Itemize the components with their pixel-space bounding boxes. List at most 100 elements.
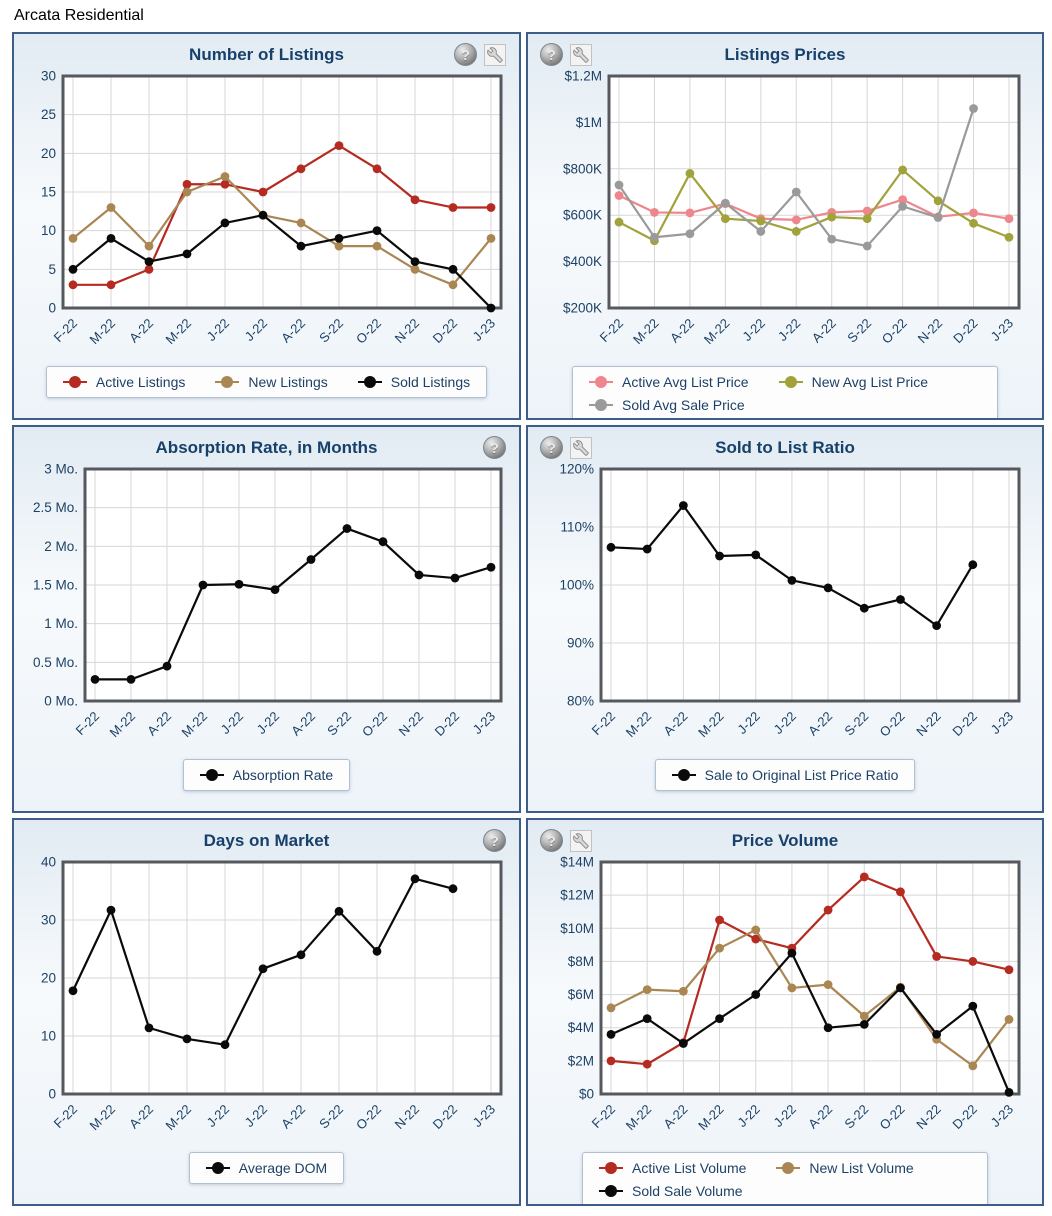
chart-legend: Average DOM [20, 1152, 513, 1184]
x-tick-label: F-22 [50, 316, 80, 346]
x-tick-label: M-22 [630, 316, 662, 348]
x-tick-label: N-22 [391, 1102, 422, 1133]
x-tick-label: N-22 [913, 709, 944, 740]
legend-marker-icon [589, 399, 613, 411]
y-tick-label: $4M [568, 1020, 594, 1035]
x-tick-label: M-22 [86, 316, 118, 348]
help-icon[interactable]: ? [483, 829, 506, 852]
legend-item: New List Volume [776, 1160, 914, 1176]
legend-item: Sale to Original List Price Ratio [671, 767, 898, 783]
x-tick-label: M-22 [695, 1102, 727, 1134]
line-chart: $200K $400K $600K $800K $1M $1.2M F-22 M-22 A-22… [534, 68, 1036, 370]
chart-legend: Active List Volume New List Volume Sold Sa… [534, 1152, 1036, 1204]
legend-marker-icon [671, 769, 696, 781]
chart-legend: Active Avg List Price New Avg List Price S… [534, 366, 1036, 418]
help-icon[interactable]: ? [540, 43, 563, 66]
settings-icon[interactable] [570, 43, 592, 66]
x-tick-label: F-22 [589, 1102, 619, 1132]
x-tick-label: D-22 [429, 1102, 460, 1133]
x-tick-label: S-22 [316, 1102, 346, 1132]
chart-title: Sold to List Ratio [715, 438, 855, 457]
y-tick-label: $12M [560, 888, 594, 903]
y-tick-label: 0.5 Mo. [32, 655, 77, 670]
x-tick-label: J-23 [988, 1102, 1016, 1130]
help-icon[interactable]: ? [540, 829, 563, 852]
x-tick-label: A-22 [805, 709, 835, 739]
x-tick-label: D-22 [950, 316, 981, 347]
panel-toolbar: ? [540, 43, 592, 66]
legend-box: Active Listings New Listings Sold Listings [45, 366, 488, 398]
page-header: Arcata Residential [0, 0, 1052, 30]
legend-marker-icon [599, 1185, 623, 1197]
x-tick-label: O-22 [877, 1102, 908, 1133]
x-tick-label: A-22 [660, 709, 690, 739]
x-tick-label: M-22 [106, 709, 138, 741]
y-tick-label: 10 [40, 223, 55, 238]
y-tick-label: 1.5 Mo. [32, 578, 77, 593]
x-tick-label: S-22 [324, 709, 354, 739]
y-tick-label: $400K [563, 254, 602, 269]
x-tick-label: J-22 [253, 709, 281, 737]
legend-item: Average DOM [205, 1160, 327, 1176]
chart-legend: Absorption Rate [20, 759, 513, 791]
x-tick-label: J-22 [203, 1102, 231, 1130]
settings-icon[interactable] [570, 436, 592, 459]
legend-label: Active Listings [95, 374, 186, 390]
legend-item: Sold Listings [357, 374, 470, 390]
settings-icon[interactable] [570, 829, 592, 852]
x-tick-label: A-22 [288, 709, 318, 739]
x-tick-label: A-22 [278, 1102, 308, 1132]
panel-toolbar: ? [454, 43, 506, 66]
legend-item: New Listings [215, 374, 328, 390]
chart-legend: Sale to Original List Price Ratio [534, 759, 1036, 791]
legend-marker-icon [205, 1162, 230, 1174]
chart-title: Listings Prices [724, 45, 846, 64]
x-tick-label: D-22 [949, 1102, 980, 1133]
y-tick-label: 15 [40, 185, 55, 200]
line-chart: $0 $2M $4M $6M $8M $10M $12M $14M F-22 M-22 A-22 M-… [534, 854, 1036, 1156]
help-glyph: ? [490, 832, 499, 849]
x-tick-label: J-22 [734, 1102, 762, 1130]
legend-item: Sold Avg Sale Price [589, 397, 745, 413]
y-tick-label: 20 [40, 971, 55, 986]
help-icon[interactable]: ? [454, 43, 477, 66]
x-tick-label: S-22 [841, 1102, 871, 1132]
legend-label: New Listings [248, 374, 328, 390]
x-tick-label: O-22 [359, 709, 390, 740]
legend-box: Average DOM [188, 1152, 345, 1184]
y-tick-label: 30 [40, 913, 55, 928]
line-chart: 80% 90% 100% 110% 120% F-22 M-22 A-22 M-22 J-22 J-… [534, 461, 1036, 763]
legend-marker-icon [599, 1162, 623, 1174]
x-tick-label: F-22 [50, 1102, 80, 1132]
charts-grid: ? Number of Listings 0 5 10 15 20 25 30 F-22 M-2… [12, 32, 1044, 1206]
x-tick-label: F-22 [589, 709, 619, 739]
help-icon[interactable]: ? [483, 436, 506, 459]
y-tick-label: $0 [579, 1087, 594, 1102]
legend-item: Active Listings [62, 374, 186, 390]
legend-marker-icon [589, 376, 613, 388]
help-icon[interactable]: ? [540, 436, 563, 459]
help-glyph: ? [461, 46, 470, 63]
y-tick-label: $14M [560, 855, 594, 870]
x-tick-label: A-22 [278, 316, 308, 346]
settings-icon[interactable] [484, 43, 506, 66]
x-tick-label: M-22 [178, 709, 210, 741]
y-tick-label: 5 [48, 262, 56, 277]
x-tick-label: J-22 [771, 709, 799, 737]
legend-item: Active List Volume [599, 1160, 746, 1176]
x-tick-label: A-22 [144, 709, 174, 739]
x-tick-label: M-22 [701, 316, 733, 348]
legend-label: Active List Volume [632, 1160, 747, 1176]
line-chart: 0 10 20 30 40 F-22 M-22 A-22 M-22 J-22 J-22 A-22 S-2… [20, 854, 513, 1156]
chart-title: Days on Market [203, 831, 330, 850]
legend-label: Absorption Rate [232, 767, 334, 783]
wrench-glyph [573, 46, 589, 63]
legend-item: Active Avg List Price [589, 374, 749, 390]
line-chart: 0 5 10 15 20 25 30 F-22 M-22 A-22 M-22 J-22 J-22 A-22… [20, 68, 513, 370]
x-tick-label: N-22 [915, 316, 946, 347]
x-tick-label: M-22 [162, 1102, 194, 1134]
legend-marker-icon [776, 1162, 801, 1174]
